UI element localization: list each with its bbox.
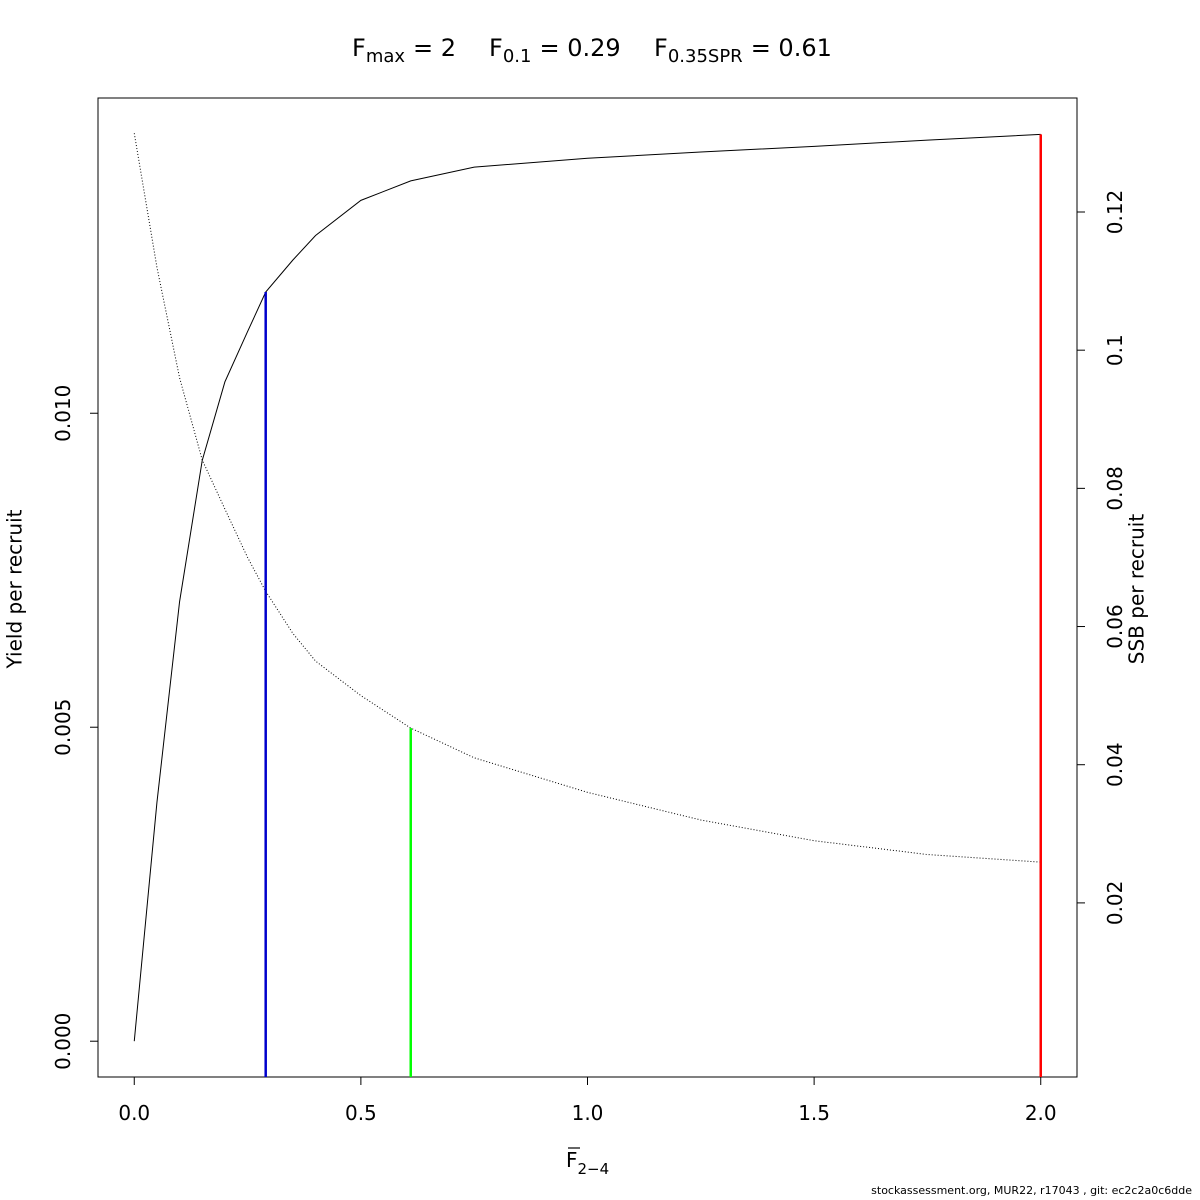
y-tick-label: 0.005 [51, 699, 75, 756]
y2-axis-title: SSB per recruit [1125, 514, 1149, 665]
title-symbol: F [352, 34, 366, 62]
x-tick-label: 1.5 [798, 1101, 830, 1125]
title-symbol: F [654, 34, 668, 62]
chart-title: F0.35SPR = 0.61 [654, 34, 832, 67]
title-symbol: F [489, 34, 503, 62]
y-tick-label: 0.010 [51, 385, 75, 442]
y2-tick-label: 0.02 [1103, 881, 1127, 926]
title-subscript: max [366, 46, 406, 67]
series-line [133, 133, 1041, 1042]
x-axis-title-base: F [566, 1148, 578, 1172]
x-tick-label: 1.0 [572, 1101, 604, 1125]
y-axis-title: Yield per recruit [3, 509, 27, 669]
x-tick-label: 0.0 [118, 1101, 150, 1125]
y2-tick-label: 0.1 [1103, 334, 1127, 366]
y2-tick-label: 0.12 [1103, 190, 1127, 235]
footer: stockassessment.org, MUR22, r17043 , git… [871, 1184, 1192, 1197]
chart-title: F0.1 = 0.29 [489, 34, 621, 67]
y2-tick-label: 0.06 [1103, 604, 1127, 649]
chart-title: Fmax = 2 [352, 34, 456, 67]
title-subscript: 0.35SPR [668, 46, 743, 67]
y2-tick-label: 0.08 [1103, 466, 1127, 511]
x-tick-label: 0.5 [345, 1101, 377, 1125]
plot-frame [97, 97, 1078, 1078]
title-value: = 2 [413, 34, 456, 62]
title-value: = 0.61 [751, 34, 832, 62]
x-axis-title-sub: 2−4 [578, 1160, 610, 1178]
y-tick-label: 0.000 [51, 1013, 75, 1070]
title-subscript: 0.1 [503, 46, 532, 67]
x-axis-title: F2−4 [566, 1148, 609, 1178]
title-value: = 0.29 [539, 34, 620, 62]
series-line [133, 133, 1041, 863]
y2-tick-label: 0.04 [1103, 742, 1127, 787]
x-tick-label: 2.0 [1025, 1101, 1057, 1125]
